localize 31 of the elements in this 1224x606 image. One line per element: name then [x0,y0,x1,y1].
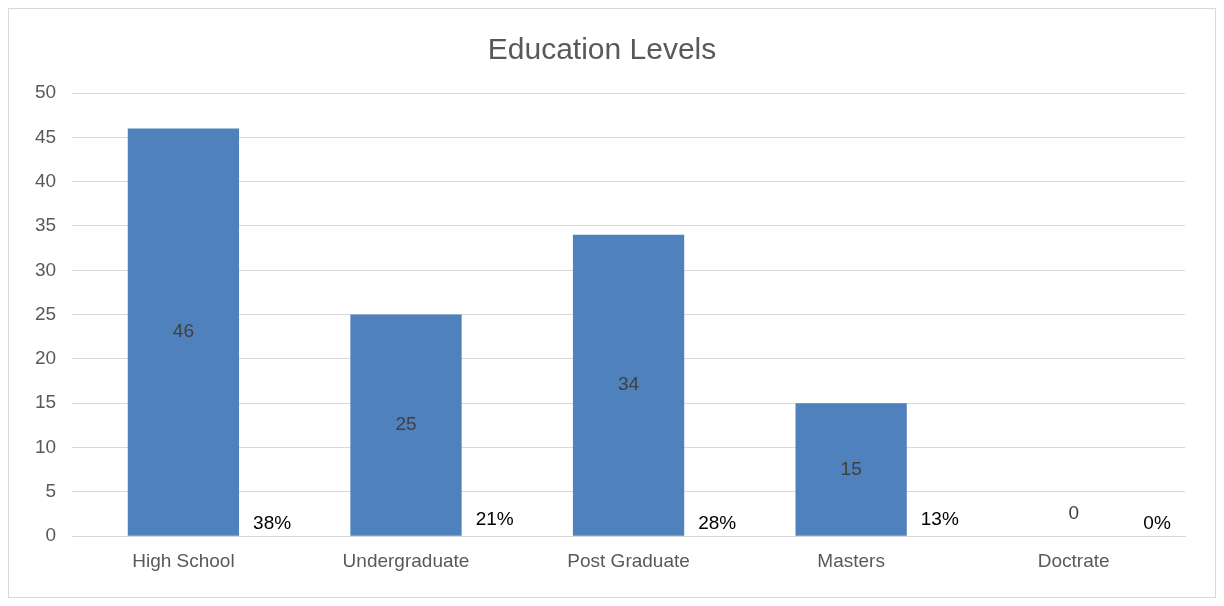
annotation: 38% [253,511,292,533]
y-tick-label: 45 [34,125,57,147]
annotation: 13% [920,507,959,529]
annotation: 28% [698,511,737,533]
bar [572,234,685,536]
y-tick-label: 15 [34,391,57,413]
chart-title: Education Levels [487,32,717,66]
y-tick-label: 10 [34,435,57,457]
data-label: 46 [172,320,194,342]
y-tick-label: 50 [34,81,57,103]
y-tick-label: 0 [45,524,57,546]
data-label: 15 [840,457,862,479]
y-tick-label: 30 [34,258,57,280]
data-label: 34 [618,373,640,395]
y-tick-label: 35 [34,214,57,236]
bar [350,314,462,536]
y-tick-label: 40 [34,169,57,191]
data-label: 25 [395,413,417,435]
data-label: 0 [1068,502,1079,524]
y-tick-label: 5 [45,480,57,502]
x-tick-label: High School [132,549,235,571]
x-tick-label: Masters [817,549,885,571]
bar [127,128,240,536]
x-tick-label: Undergraduate [342,549,470,571]
annotation: 21% [475,507,514,529]
y-tick-label: 25 [34,302,57,324]
x-tick-label: Post Graduate [567,549,690,571]
y-tick-label: 20 [34,347,57,369]
annotation: 0% [1143,512,1171,534]
bar [795,403,907,536]
x-tick-label: Doctrate [1037,549,1110,571]
